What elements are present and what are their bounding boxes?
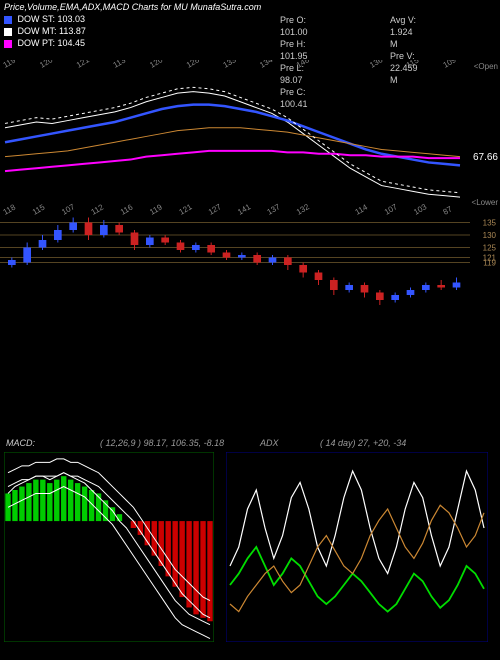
chart-title: Price,Volume,EMA,ADX,MACD Charts for MU …: [4, 2, 261, 12]
lower-axis-label: <Lower: [472, 198, 498, 207]
stat-open: Pre O: 101.00: [280, 14, 308, 38]
adx-title: ADX: [260, 438, 279, 448]
svg-text:136: 136: [368, 60, 385, 70]
legend-st: DOW ST: 103.03: [4, 14, 85, 24]
price-end-label: 67.66: [473, 152, 498, 163]
legend-st-label: DOW ST:: [18, 14, 56, 24]
legend-st-value: 103.03: [58, 14, 86, 24]
svg-text:109: 109: [442, 60, 459, 70]
legend-mt: DOW MT: 113.87: [4, 26, 86, 36]
svg-text:119: 119: [2, 60, 18, 70]
svg-text:120: 120: [38, 60, 55, 70]
svg-text:130: 130: [483, 231, 497, 240]
legend-mt-label: DOW MT:: [18, 26, 57, 36]
stat-avgvol: Avg V: 1.924 M: [390, 14, 418, 50]
svg-text:133: 133: [222, 60, 239, 70]
macd-params: ( 12,26,9 ) 98.17, 106.35, -8.18: [100, 438, 224, 448]
svg-text:128: 128: [185, 60, 202, 70]
legend-mt-color: [4, 28, 12, 36]
svg-text:125: 125: [483, 244, 497, 253]
svg-text:135: 135: [483, 219, 497, 228]
macd-title: MACD:: [6, 438, 35, 448]
svg-text:134: 134: [258, 60, 275, 70]
legend-pt: DOW PT: 104.45: [4, 38, 85, 48]
price-chart: 1191201211131201281331341481361151091181…: [0, 60, 500, 220]
svg-text:115: 115: [405, 60, 421, 70]
legend-mt-value: 113.87: [59, 26, 86, 36]
legend-pt-label: DOW PT:: [18, 38, 56, 48]
svg-text:119: 119: [483, 259, 496, 268]
open-axis-label: <Open: [474, 62, 498, 71]
stat-high: Pre H: 101.95: [280, 38, 308, 62]
svg-text:148: 148: [295, 60, 312, 70]
macd-chart: [4, 452, 214, 642]
svg-text:121: 121: [75, 60, 92, 70]
candle-chart: 135130125121119: [0, 210, 500, 310]
svg-text:120: 120: [148, 60, 165, 70]
adx-params: ( 14 day) 27, +20, -34: [320, 438, 406, 448]
legend-pt-color: [4, 40, 12, 48]
adx-chart: [226, 452, 488, 642]
legend-st-color: [4, 16, 12, 24]
legend-pt-value: 104.45: [58, 38, 86, 48]
svg-text:113: 113: [112, 60, 128, 70]
